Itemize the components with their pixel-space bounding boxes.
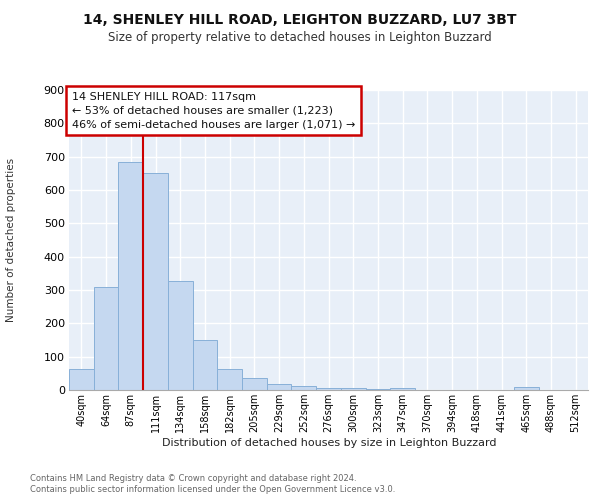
Text: Contains public sector information licensed under the Open Government Licence v3: Contains public sector information licen… (30, 485, 395, 494)
Text: Distribution of detached houses by size in Leighton Buzzard: Distribution of detached houses by size … (161, 438, 496, 448)
Bar (242, 378, 267, 390)
Bar (217, 369, 242, 390)
Bar (193, 340, 217, 390)
Bar (118, 162, 143, 390)
Bar (316, 388, 341, 390)
Text: 14, SHENLEY HILL ROAD, LEIGHTON BUZZARD, LU7 3BT: 14, SHENLEY HILL ROAD, LEIGHTON BUZZARD,… (83, 12, 517, 26)
Bar (390, 388, 415, 390)
Bar (168, 280, 193, 390)
Bar (267, 384, 292, 390)
Bar (292, 386, 316, 390)
Bar (143, 174, 168, 390)
Bar (69, 370, 94, 390)
Text: Size of property relative to detached houses in Leighton Buzzard: Size of property relative to detached ho… (108, 32, 492, 44)
Bar (341, 388, 365, 390)
Bar (365, 388, 390, 390)
Text: 14 SHENLEY HILL ROAD: 117sqm
← 53% of detached houses are smaller (1,223)
46% of: 14 SHENLEY HILL ROAD: 117sqm ← 53% of de… (71, 92, 355, 130)
Text: Contains HM Land Registry data © Crown copyright and database right 2024.: Contains HM Land Registry data © Crown c… (30, 474, 356, 483)
Bar (94, 286, 118, 390)
Bar (514, 388, 539, 390)
Text: Number of detached properties: Number of detached properties (6, 158, 16, 322)
